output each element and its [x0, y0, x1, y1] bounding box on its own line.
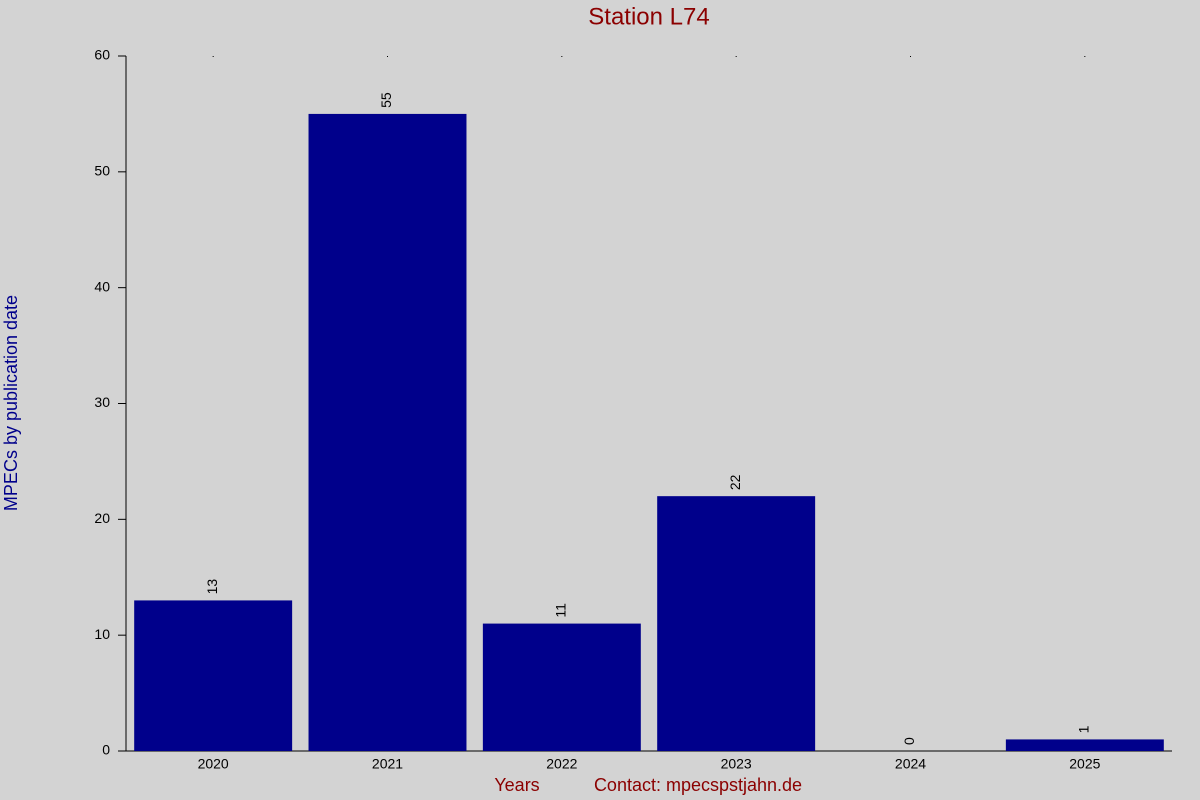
- value-label: 0: [901, 737, 917, 745]
- x-tick-label: 2021: [372, 756, 403, 772]
- bar: [134, 600, 293, 751]
- x-tick-label: 2025: [1069, 756, 1100, 772]
- value-label: 55: [378, 92, 394, 108]
- y-tick-label: 60: [94, 47, 110, 63]
- x-tick-label: 2024: [895, 756, 926, 772]
- y-axis-label: MPECs by publication date: [1, 295, 21, 511]
- bar: [482, 623, 641, 751]
- value-label: 1: [1076, 725, 1092, 733]
- y-tick-label: 50: [94, 163, 110, 179]
- x-tick-label: 2022: [546, 756, 577, 772]
- chart-title: Station L74: [588, 3, 709, 30]
- bar: [308, 113, 467, 751]
- x-axis-label: Years: [494, 775, 539, 795]
- y-tick-label: 30: [94, 394, 110, 410]
- y-tick-label: 20: [94, 510, 110, 526]
- y-tick-label: 40: [94, 278, 110, 294]
- bar: [657, 496, 816, 751]
- contact-annotation: Contact: mpecspstjahn.de: [594, 775, 802, 795]
- value-label: 22: [727, 474, 743, 490]
- x-tick-label: 2020: [198, 756, 229, 772]
- value-label: 13: [204, 579, 220, 595]
- y-tick-label: 10: [94, 626, 110, 642]
- x-tick-label: 2023: [721, 756, 752, 772]
- bar: [1005, 739, 1164, 751]
- y-tick-label: 0: [102, 742, 110, 758]
- value-label: 11: [553, 603, 569, 618]
